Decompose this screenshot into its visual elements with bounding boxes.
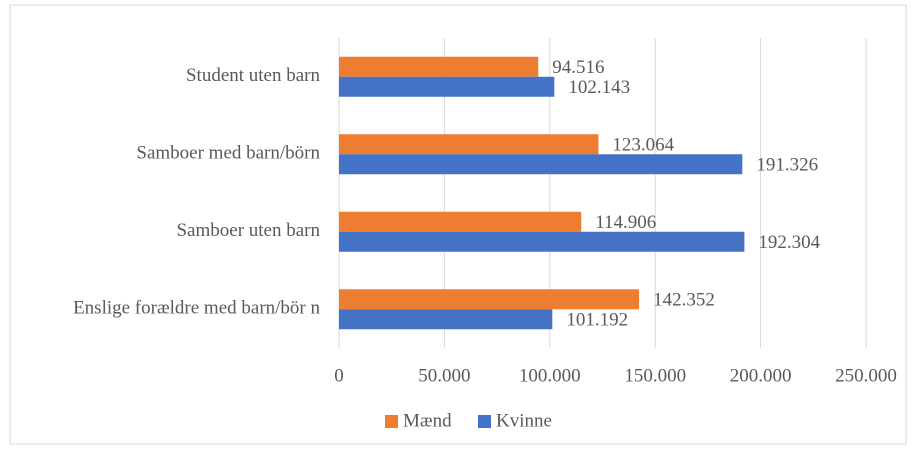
legend-swatch xyxy=(385,415,398,428)
bar xyxy=(339,289,640,310)
x-tick-label: 0 xyxy=(334,365,344,386)
data-label: 123.064 xyxy=(612,135,674,156)
x-tick-label: 50.000 xyxy=(418,365,470,386)
data-label: 192.304 xyxy=(758,232,820,253)
data-label: 142.352 xyxy=(653,290,715,311)
data-label: 101.192 xyxy=(566,310,628,331)
x-tick-label: 250.000 xyxy=(835,365,897,386)
data-label: 191.326 xyxy=(756,155,818,176)
legend-label: Kvinne xyxy=(496,410,552,431)
x-tick-label: 200.000 xyxy=(730,365,792,386)
bar xyxy=(339,231,745,252)
bar xyxy=(339,56,539,77)
bar xyxy=(339,309,553,330)
legend-label: Mænd xyxy=(403,410,452,431)
bar xyxy=(339,211,582,232)
y-tick-label: Enslige forældre med barn/bör n xyxy=(73,298,320,319)
bar xyxy=(339,76,555,97)
data-label: 114.906 xyxy=(595,212,656,233)
bar xyxy=(339,154,743,175)
bar xyxy=(339,134,599,155)
x-tick-label: 100.000 xyxy=(519,365,581,386)
data-label: 94.516 xyxy=(552,57,604,78)
x-tick-label: 150.000 xyxy=(624,365,686,386)
y-tick-label: Samboer med barn/börn xyxy=(136,143,320,164)
y-tick-label: Samboer uten barn xyxy=(176,220,320,241)
data-label: 102.143 xyxy=(568,77,630,98)
legend-swatch xyxy=(478,415,491,428)
y-tick-label: Student uten barn xyxy=(186,65,321,86)
